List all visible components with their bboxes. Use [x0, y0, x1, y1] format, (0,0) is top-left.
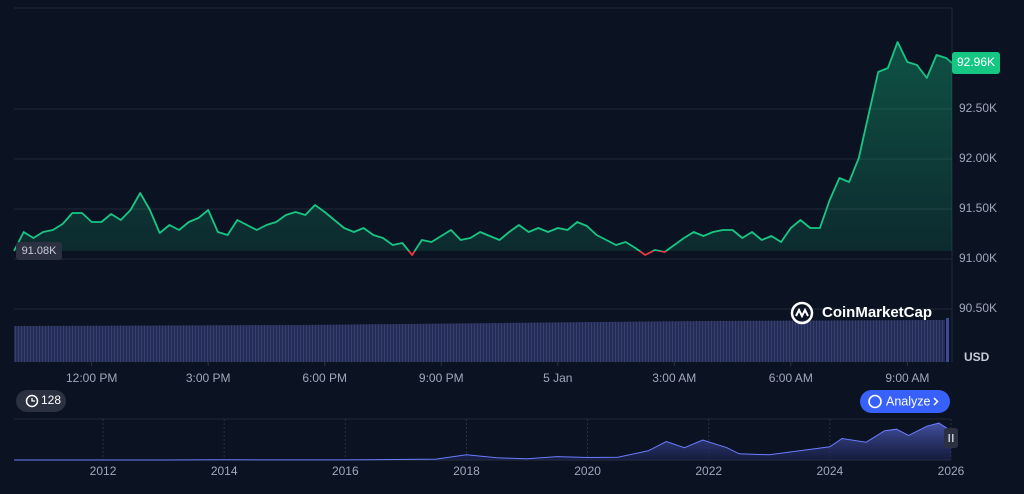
- y-tick-label: 92.50K: [959, 101, 997, 115]
- x-tick-label: 6:00 PM: [302, 371, 347, 385]
- x-tick-label: 3:00 PM: [186, 371, 231, 385]
- overview-line: [14, 422, 952, 461]
- pause-handle[interactable]: [944, 428, 958, 448]
- x-tick-label: 5 Jan: [543, 371, 572, 385]
- price-area: [14, 42, 952, 251]
- y-tick-label: 91.50K: [959, 201, 997, 215]
- volume-last: [946, 318, 949, 362]
- history-badge[interactable]: 128: [16, 390, 66, 412]
- watermark-logo: [790, 301, 814, 325]
- overview-tick-label: 2018: [453, 464, 480, 478]
- overview-tick-label: 2016: [332, 464, 359, 478]
- y-tick-label: 92.00K: [959, 151, 997, 165]
- overview-tick-label: 2024: [817, 464, 844, 478]
- overview-tick-label: 2026: [938, 464, 965, 478]
- y-tick-label: 90.50K: [959, 301, 997, 315]
- current-price-badge: [952, 52, 1000, 74]
- x-tick-label: 3:00 AM: [652, 371, 696, 385]
- overview-tick-label: 2014: [211, 464, 238, 478]
- x-tick-label: 9:00 PM: [419, 371, 464, 385]
- watermark: CoinMarketCap: [822, 304, 932, 321]
- currency-label: USD: [964, 350, 990, 364]
- start-price-label: 91.08K: [22, 245, 58, 257]
- overview-tick-label: 2022: [695, 464, 722, 478]
- overview-tick-label: 2012: [90, 464, 117, 478]
- analyze-button[interactable]: Analyze: [860, 390, 950, 413]
- plot: 90.50K 91.00K 91.50K 92.00K 92.50K 12:00 PM 3:…: [13, 41, 1000, 385]
- history-count: 128: [41, 393, 61, 407]
- x-tick-label: 12:00 PM: [66, 371, 117, 385]
- x-tick-label: 9:00 AM: [885, 371, 929, 385]
- overview-tick-label: 2020: [574, 464, 601, 478]
- start-price-badge: [16, 242, 62, 260]
- price-line-up: [13, 41, 953, 251]
- overview: 2012 2014 2016 2018 2020 2022 2024 2026: [14, 418, 965, 478]
- current-price-label: 92.96K: [957, 55, 995, 69]
- overview-area: [14, 423, 951, 460]
- volume-bars: [14, 320, 945, 362]
- y-tick-label: 91.00K: [959, 251, 997, 265]
- analyze-label: Analyze: [886, 394, 931, 408]
- x-tick-label: 6:00 AM: [769, 371, 813, 385]
